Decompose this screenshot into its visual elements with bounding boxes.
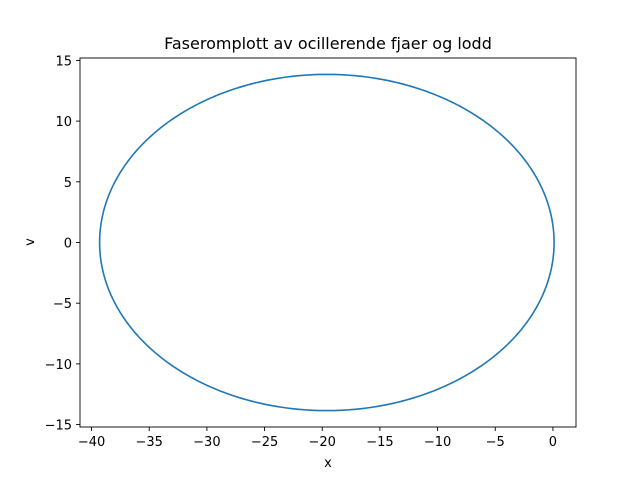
y-tick-label: 5 [64, 176, 72, 191]
x-tick-label: −40 [78, 435, 105, 450]
chart-title: Faseromplott av ocillerende fjaer og lod… [164, 34, 492, 53]
x-tick-label: 0 [549, 435, 557, 450]
x-tick-label: −5 [486, 435, 505, 450]
y-tick-label: −10 [45, 358, 72, 373]
x-tick-label: −30 [193, 435, 220, 450]
x-tick-label: −15 [366, 435, 393, 450]
x-tick-label: −25 [251, 435, 278, 450]
x-tick-label: −10 [424, 435, 451, 450]
y-tick-label: 10 [55, 115, 72, 130]
y-tick-label: 0 [64, 237, 72, 252]
x-tick-label: −35 [135, 435, 162, 450]
x-axis-label: x [324, 456, 332, 471]
y-tick-label: −5 [53, 297, 72, 312]
series-line-0 [98, 73, 555, 412]
y-axis-label: v [23, 238, 38, 246]
y-tick-label: −15 [45, 419, 72, 434]
x-tick-label: −20 [309, 435, 336, 450]
y-tick-label: 15 [55, 54, 72, 69]
plot-area: −40 −35 −30 −25 −20 −15 −10 −5 0 −15 −10 −5 0 5 10 15 [45, 54, 577, 450]
